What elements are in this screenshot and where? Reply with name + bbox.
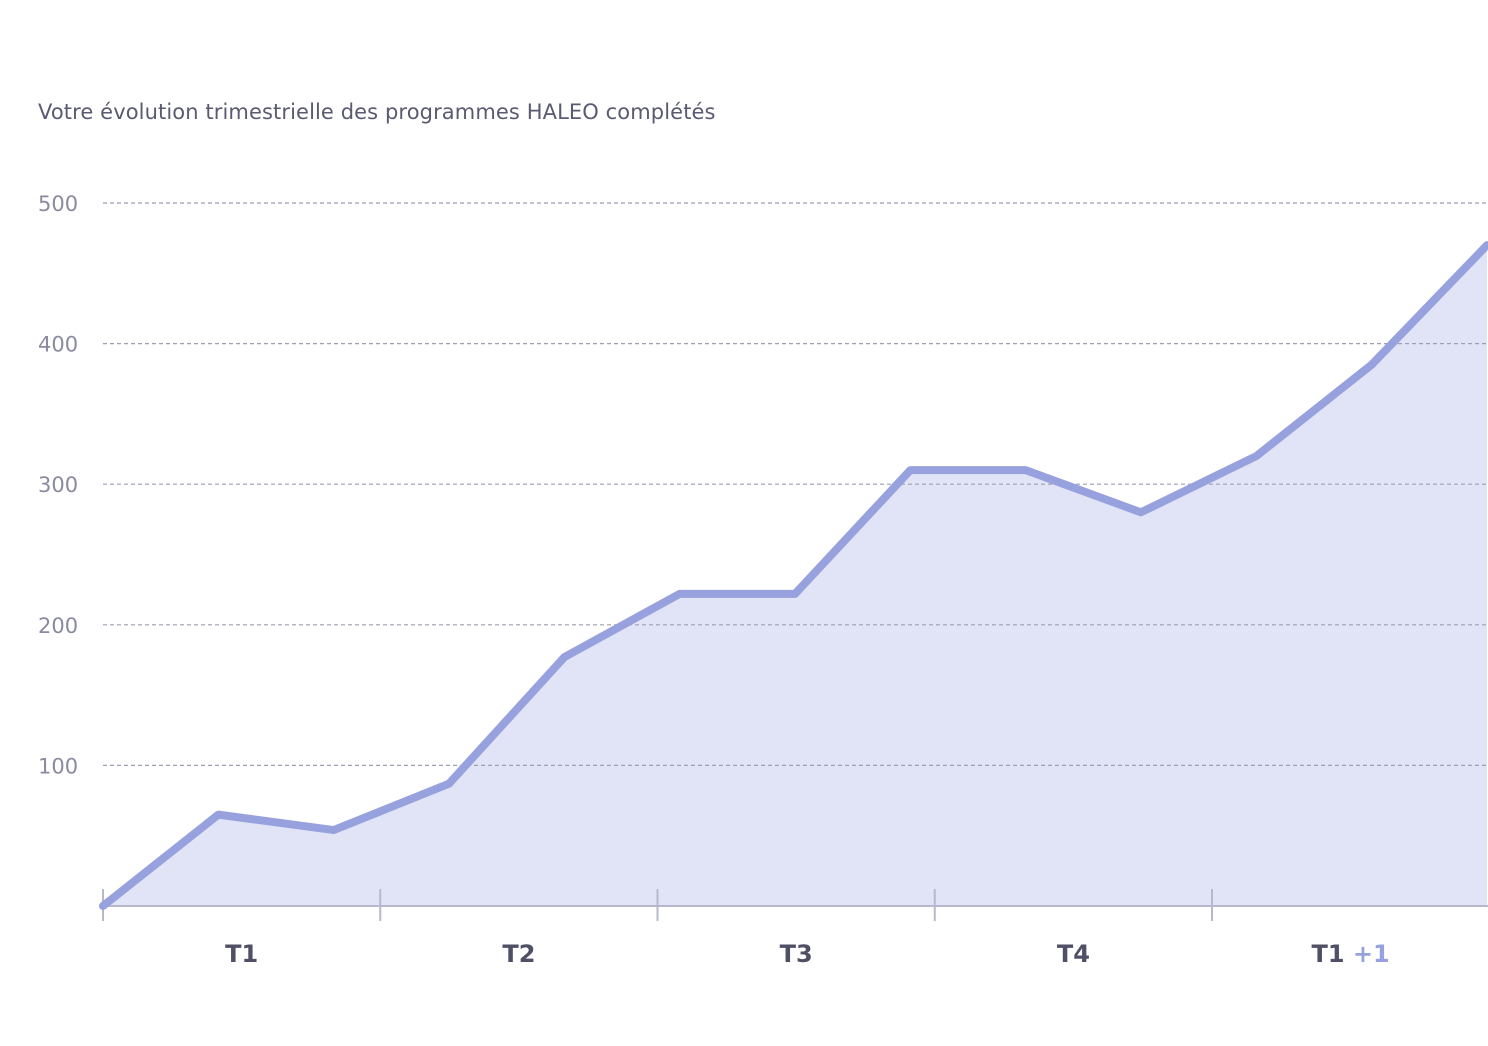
x-tick-suffix: +1 — [1345, 940, 1390, 968]
y-tick-label: 400 — [38, 333, 78, 357]
y-tick-label: 100 — [38, 754, 78, 778]
y-tick-label: 500 — [38, 192, 78, 216]
x-tick-label: T1 — [225, 940, 258, 968]
x-tick-label: T2 — [502, 940, 535, 968]
x-tick-label: T3 — [780, 940, 813, 968]
x-tick-label: T4 — [1057, 940, 1090, 968]
y-tick-label: 300 — [38, 473, 78, 497]
x-tick-label: T1 +1 — [1312, 940, 1390, 968]
chart-title: Votre évolution trimestrielle des progra… — [38, 100, 716, 124]
y-tick-label: 200 — [38, 614, 78, 638]
area-fill — [103, 245, 1487, 906]
